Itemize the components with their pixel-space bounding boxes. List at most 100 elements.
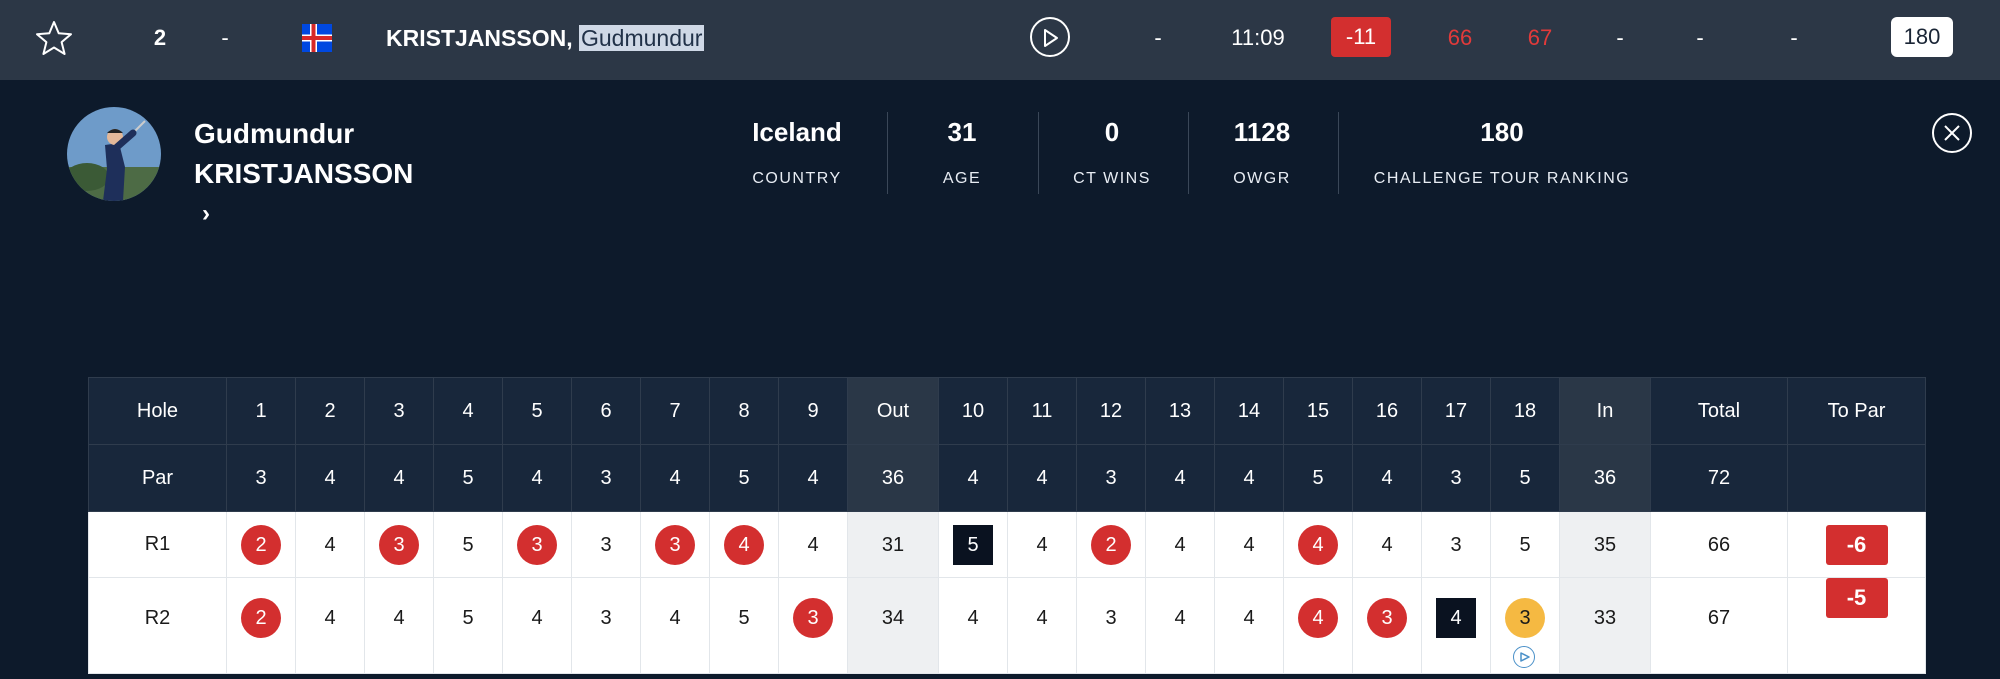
round1-score: 66 [1447,25,1473,50]
in-header: In [1559,377,1651,445]
hole-number: 8 [709,377,779,445]
chevron-right-icon: › [202,200,210,227]
hole-number: 16 [1352,377,1422,445]
hole-number: 7 [640,377,710,445]
score-cell: 2 [241,598,281,638]
profile-first-name: Gudmundur [194,118,355,149]
par-value: 3 [1076,444,1146,512]
close-icon [1944,125,1960,141]
hole-number: 6 [571,377,641,445]
score-cell: 4 [1298,598,1338,638]
profile-last-name: KRISTJANSSON [194,158,414,189]
divider [1038,112,1039,194]
stat-challenge-tour-ranking: 180 CHALLENGE TOUR RANKING [1373,117,1631,187]
player-last-name: KRISTJANSSON, [386,25,573,51]
total-score-cell: 66 [1707,533,1731,556]
score-cell: 4 [1036,533,1048,556]
in-score: 33 [1593,607,1617,629]
position-change: - [221,25,229,50]
hole-number: 5 [502,377,572,445]
to-par-badge: -5 [1825,578,1888,618]
score-cell: 3 [379,524,419,565]
in-score: 35 [1593,533,1617,556]
total-header: Total [1650,377,1788,445]
score-cell: 3 [600,607,612,629]
par-value: 5 [709,444,779,512]
play-video-button[interactable] [1030,17,1070,57]
score-cell: 5 [1519,533,1531,556]
par-value: 4 [1145,444,1215,512]
hole-number: 11 [1007,377,1077,445]
hole-number: 3 [364,377,434,445]
thru: - [1154,25,1162,50]
hole-number: 2 [295,377,365,445]
total-score: - [1790,25,1798,50]
hole-row: Hole 1 2 3 4 5 6 7 8 9 Out 10 11 12 13 1… [88,377,1926,445]
round-row-r1: R1 2 4 3 5 3 3 3 4 4 31 5 4 2 4 4 4 4 3 … [88,511,1926,578]
round4-score: - [1696,25,1704,50]
par-value: 3 [571,444,641,512]
hole-number: 17 [1421,377,1491,445]
score-cell: 5 [738,607,750,629]
score-cell: 4 [1243,607,1255,629]
score-cell: 4 [1174,533,1186,556]
hole-number: 4 [433,377,503,445]
hole-number: 9 [778,377,848,445]
score-cell: 4 [1174,607,1186,629]
score-cell: 4 [967,607,979,629]
close-button[interactable] [1932,113,1972,153]
par-out: 36 [847,444,939,512]
to-par-header: To Par [1787,377,1926,445]
par-value: 5 [1490,444,1560,512]
score-cell: 3 [600,533,612,556]
hole-number: 12 [1076,377,1146,445]
score-cell: 5 [462,533,474,556]
divider [887,112,888,194]
hole-video-button[interactable] [1513,646,1535,668]
par-value: 5 [1283,444,1353,512]
score-cell: 4 [724,524,764,565]
score-cell: 4 [393,607,405,629]
par-value: 4 [364,444,434,512]
score-cell: 4 [807,533,819,556]
scorecard-table: Hole 1 2 3 4 5 6 7 8 9 Out 10 11 12 13 1… [88,377,1926,674]
player-name[interactable]: KRISTJANSSON, Gudmundur [386,20,705,56]
round-label: R2 [144,607,171,629]
ranking-badge: 180 [1891,17,1953,57]
par-value: 4 [778,444,848,512]
total-score-cell: 67 [1707,607,1731,629]
hole-number: 18 [1490,377,1560,445]
score-cell: 2 [1091,524,1131,565]
hole-label: Hole [88,377,227,445]
par-to-par [1787,444,1926,512]
score-cell: 5 [953,524,993,565]
tee-time: 11:09 [1231,25,1285,50]
score-cell: 3 [655,524,695,565]
score-cell: 3 [1450,533,1462,556]
round-label: R1 [88,511,227,578]
par-value: 4 [502,444,572,512]
hole-number: 14 [1214,377,1284,445]
star-icon[interactable] [34,18,74,58]
play-icon [1044,29,1058,47]
leaderboard-row[interactable]: 2 - KRISTJANSSON, Gudmundur - 11:09 -11 … [0,0,2000,80]
score-cell: 3 [793,598,833,638]
score-cell: 4 [1381,533,1393,556]
stat-country: Iceland COUNTRY [752,117,842,187]
total-to-par-badge: -11 [1331,17,1391,57]
score-cell: 4 [324,533,336,556]
stat-owgr: 1128 OWGR [1233,117,1291,187]
par-value: 4 [295,444,365,512]
out-header: Out [847,377,939,445]
position: 2 [153,25,167,50]
par-value: 3 [226,444,296,512]
par-row: Par 3 4 4 5 4 3 4 5 4 36 4 4 3 4 4 5 4 3… [88,444,1926,512]
score-cell: 2 [241,524,281,565]
round3-score: - [1616,25,1624,50]
score-cell: 4 [324,607,336,629]
score-cell: 5 [462,607,474,629]
profile-name-link[interactable]: Gudmundur KRISTJANSSON › [194,114,413,234]
hole-number: 10 [938,377,1008,445]
par-in: 36 [1559,444,1651,512]
hole-number: 15 [1283,377,1353,445]
